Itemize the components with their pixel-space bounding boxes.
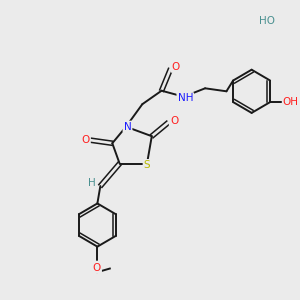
- Text: O: O: [82, 135, 90, 145]
- Text: N: N: [124, 122, 131, 132]
- Text: HO: HO: [259, 16, 275, 26]
- Text: O: O: [170, 116, 178, 126]
- Text: O: O: [172, 62, 180, 72]
- Text: O: O: [93, 262, 101, 273]
- Text: S: S: [144, 160, 150, 170]
- Text: OH: OH: [283, 97, 299, 107]
- Text: H: H: [88, 178, 96, 188]
- Text: NH: NH: [178, 93, 193, 103]
